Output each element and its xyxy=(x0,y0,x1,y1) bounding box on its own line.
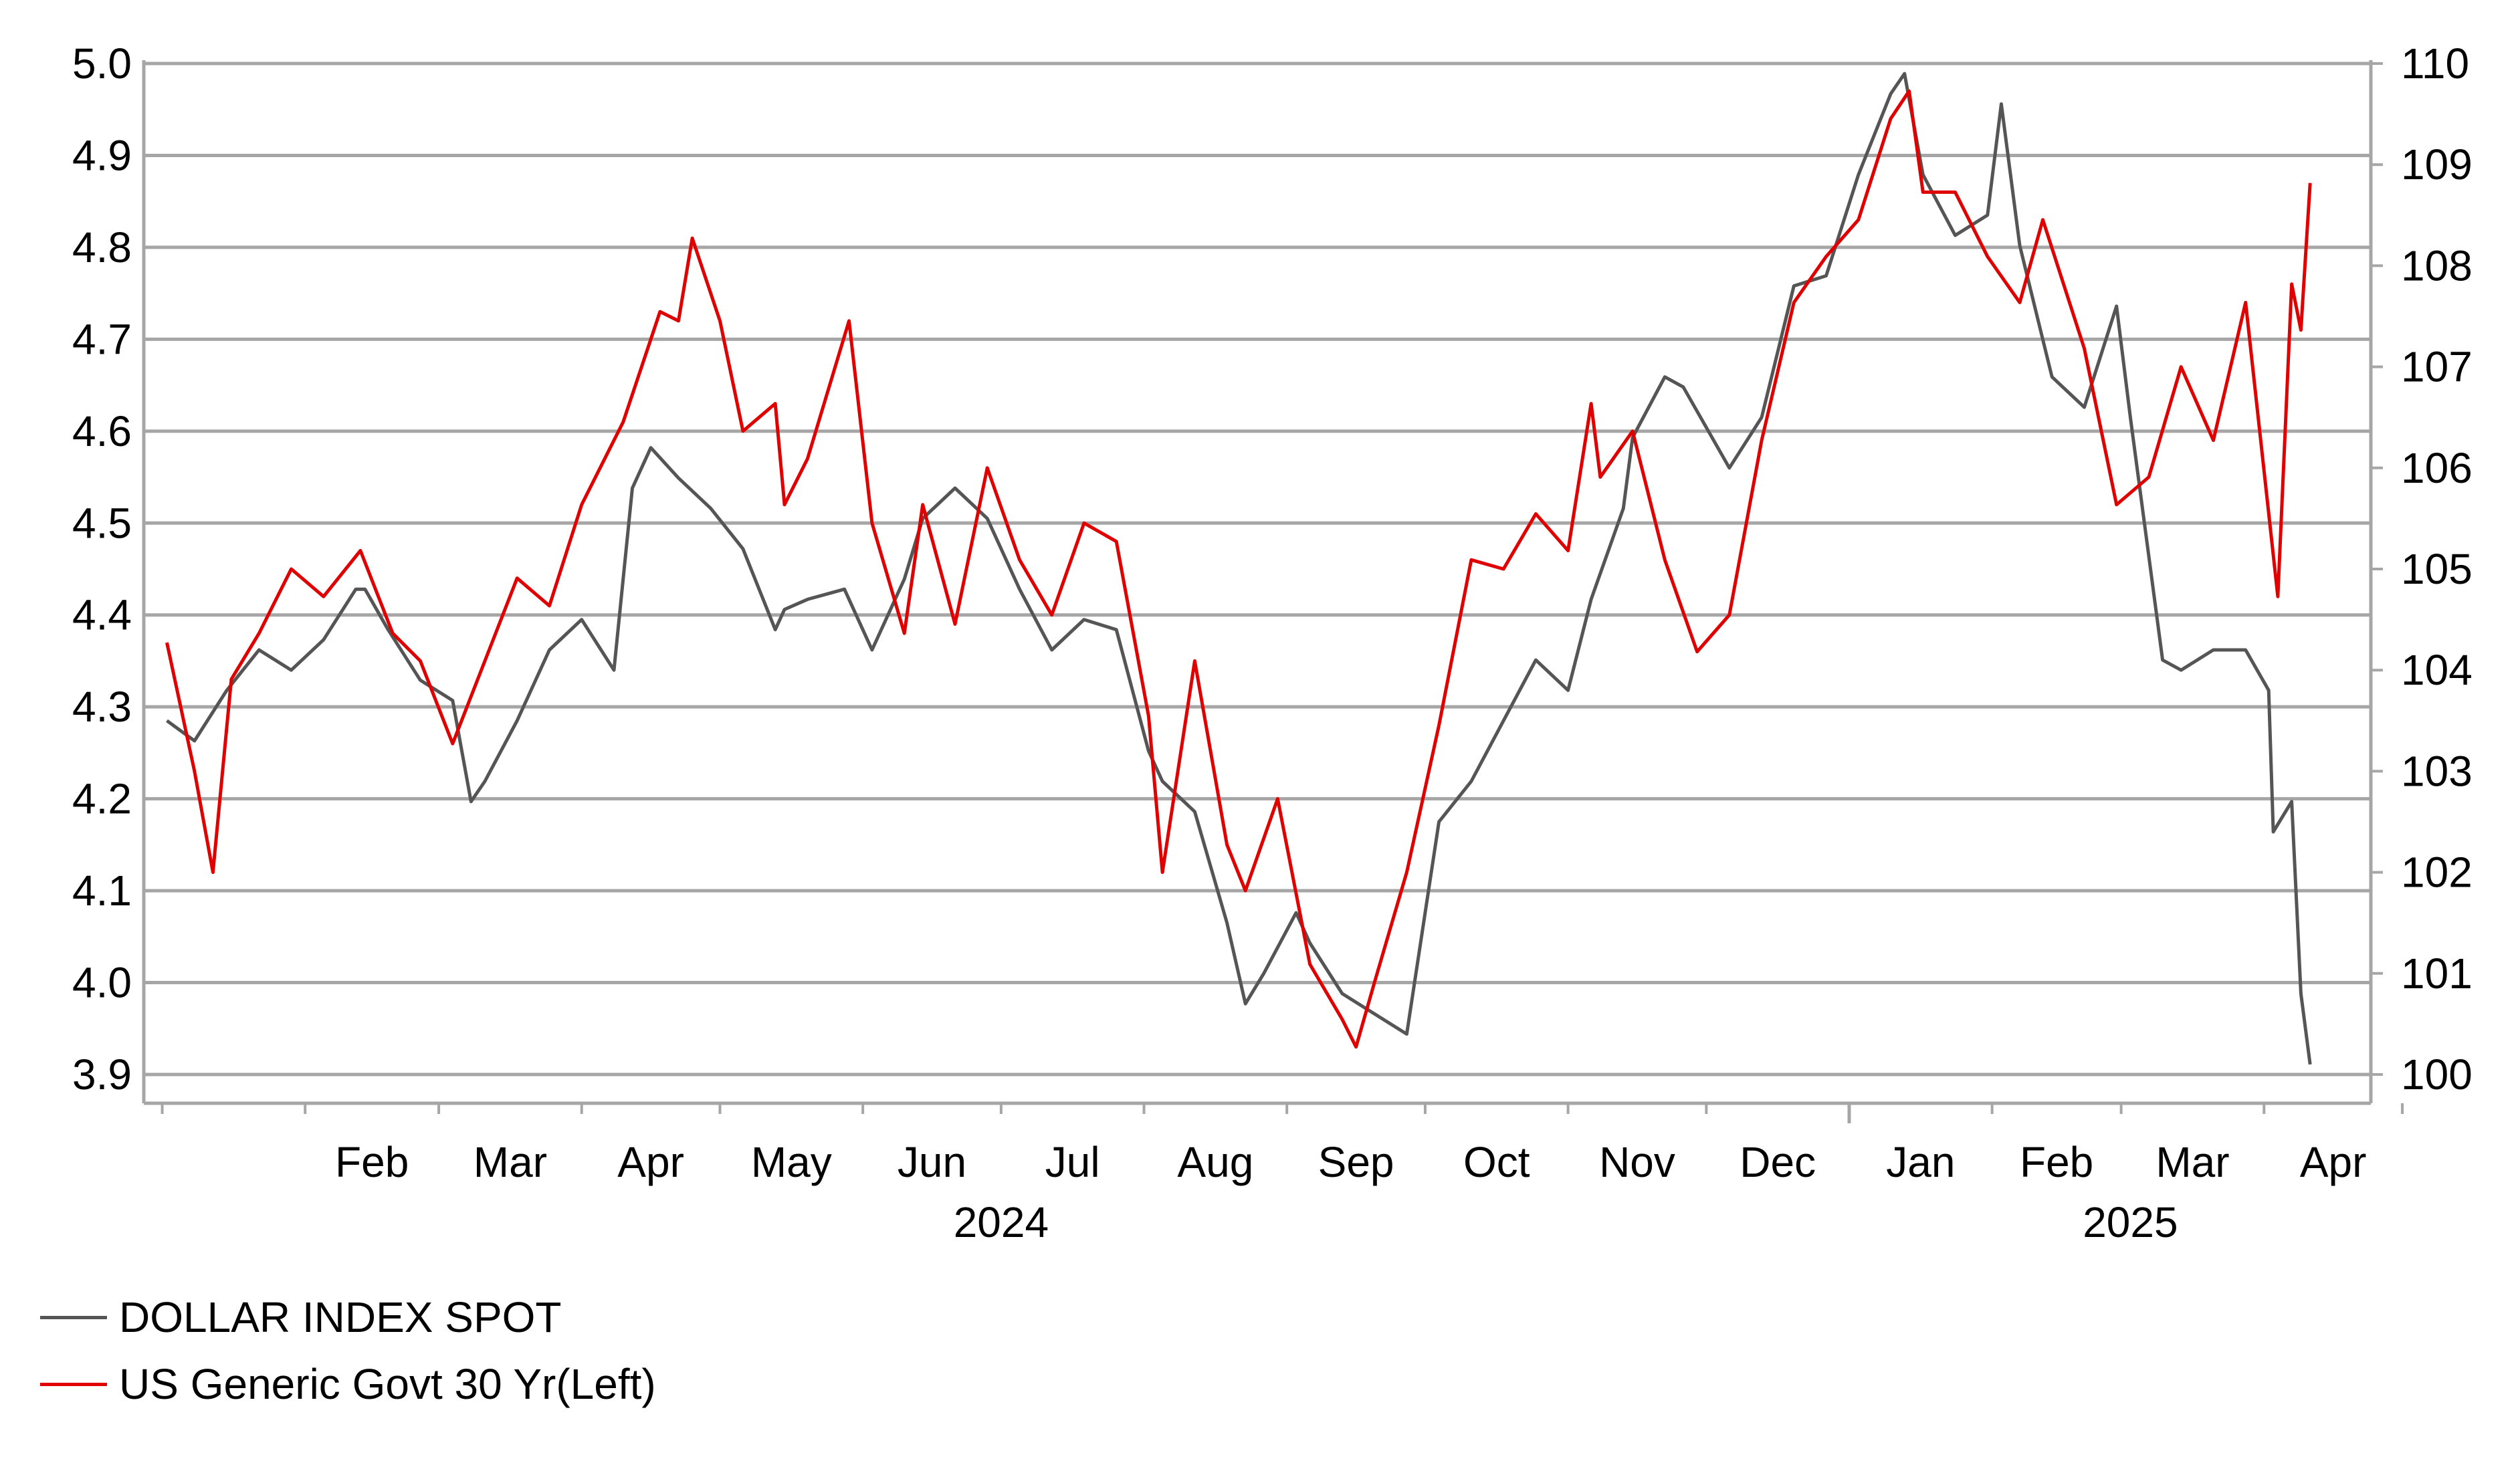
y-left-tick-label: 4.1 xyxy=(72,867,132,915)
y-right-tick-label: 101 xyxy=(2401,949,2473,998)
x-tick-label: Feb xyxy=(335,1138,409,1186)
x-tick-label: Jan xyxy=(1886,1138,1955,1186)
y-left-tick-label: 4.2 xyxy=(72,775,132,823)
y-right-tick-label: 100 xyxy=(2401,1050,2473,1099)
series-lines xyxy=(165,72,2312,1065)
y-right-tick-label: 105 xyxy=(2401,545,2473,593)
y-left-tick-label: 4.0 xyxy=(72,959,132,1007)
legend-swatch-us-30yr xyxy=(40,1382,107,1386)
y-right-tick-label: 107 xyxy=(2401,343,2473,391)
x-year-label: 2025 xyxy=(2083,1198,2178,1246)
legend-label-us-30yr: US Generic Govt 30 Yr(Left) xyxy=(119,1360,656,1408)
legend-swatch-dollar-index xyxy=(40,1315,107,1319)
y-right-tick-label: 104 xyxy=(2401,646,2473,694)
legend-item-dollar-index: DOLLAR INDEX SPOT xyxy=(40,1284,656,1351)
y-right-tick-label: 103 xyxy=(2401,747,2473,795)
series-line-1 xyxy=(165,89,2312,1049)
x-tick-label: Oct xyxy=(1463,1138,1530,1186)
y-left-tick-label: 4.9 xyxy=(72,131,132,179)
x-tick-label: May xyxy=(751,1138,832,1186)
tick-labels: 5.0 4.9 4.8 4.7 4.6 4.5 4.4 4.3 4.2 4.1 4.0 3.9 110 1… xyxy=(72,39,2473,1246)
y-left-tick-label: 4.6 xyxy=(72,407,132,455)
y-left-tick-label: 3.9 xyxy=(72,1050,132,1099)
x-tick-label: Mar xyxy=(2156,1138,2229,1186)
y-right-tick-label: 110 xyxy=(2401,39,2469,88)
series-line-0 xyxy=(166,72,2312,1065)
x-tick-label: Jun xyxy=(898,1138,966,1186)
y-left-tick-label: 4.3 xyxy=(72,683,132,731)
x-tick-label: Jul xyxy=(1045,1138,1100,1186)
x-tick-label: Apr xyxy=(617,1138,684,1186)
legend-label-dollar-index: DOLLAR INDEX SPOT xyxy=(119,1293,562,1341)
legend-item-us-30yr: US Generic Govt 30 Yr(Left) xyxy=(40,1351,656,1418)
x-tick-label: Dec xyxy=(1740,1138,1816,1186)
y-left-tick-label: 4.8 xyxy=(72,223,132,271)
y-right-tick-label: 109 xyxy=(2401,140,2473,189)
y-left-tick-label: 4.4 xyxy=(72,591,132,639)
y-right-tick-label: 106 xyxy=(2401,444,2473,492)
grid-lines xyxy=(144,62,2371,1077)
y-right-tick-label: 108 xyxy=(2401,241,2473,290)
axes xyxy=(142,60,2404,1123)
x-tick-label: Mar xyxy=(474,1138,547,1186)
x-year-label: 2024 xyxy=(954,1198,1049,1246)
x-tick-label: Aug xyxy=(1177,1138,1253,1186)
y-left-tick-label: 5.0 xyxy=(72,39,132,88)
y-left-tick-label: 4.5 xyxy=(72,499,132,547)
x-tick-label: Sep xyxy=(1318,1138,1394,1186)
y-left-tick-label: 4.7 xyxy=(72,315,132,363)
x-tick-label: Nov xyxy=(1599,1138,1675,1186)
y-right-tick-label: 102 xyxy=(2401,848,2473,897)
legend: DOLLAR INDEX SPOT US Generic Govt 30 Yr(… xyxy=(40,1284,656,1418)
x-tick-label: Apr xyxy=(2300,1138,2367,1186)
x-tick-label: Feb xyxy=(2020,1138,2093,1186)
